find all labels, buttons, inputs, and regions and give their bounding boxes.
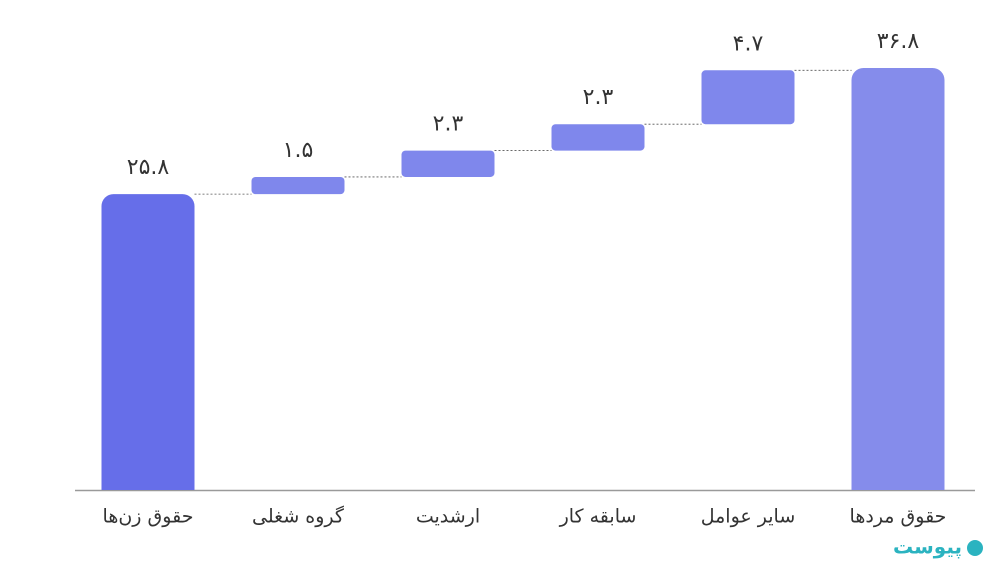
bar (851, 68, 945, 490)
watermark-text: پیوست (893, 535, 962, 560)
x-tick-label: سایر عوامل (701, 506, 796, 528)
watermark: پیوست (893, 535, 983, 560)
bar (251, 176, 345, 195)
x-tick-label: حقوق زن‌ها (103, 506, 194, 528)
value-label: ۲.۳ (433, 112, 464, 137)
watermark-icon (967, 540, 983, 556)
value-label: ۳۶.۸ (877, 29, 920, 54)
bar (551, 124, 645, 151)
bar-base (101, 478, 195, 490)
bar-base (851, 478, 945, 490)
value-label: ۴.۷ (733, 31, 764, 56)
value-label: ۲۵.۸ (127, 155, 170, 180)
bar (701, 70, 795, 125)
bar (401, 150, 495, 177)
value-label: ۱.۵ (283, 138, 314, 163)
x-tick-label: سابقه کار (559, 506, 637, 528)
value-label: ۲.۳ (583, 85, 614, 110)
bar (101, 194, 195, 491)
x-tick-label: گروه شغلی (252, 505, 345, 528)
x-tick-label: ارشدیت (416, 506, 480, 528)
x-tick-label: حقوق مردها (850, 506, 947, 528)
